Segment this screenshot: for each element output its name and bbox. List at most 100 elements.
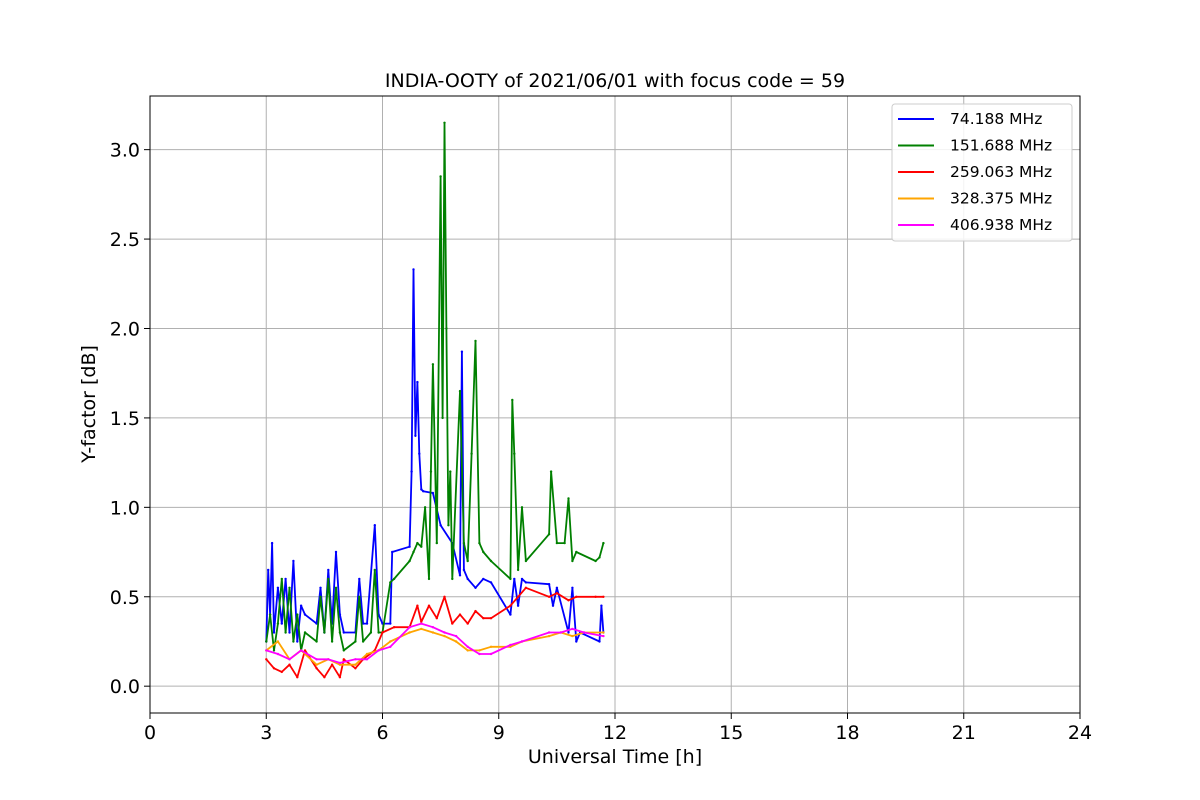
data-point: [509, 604, 512, 607]
data-point: [516, 604, 520, 607]
data-point: [365, 658, 369, 661]
data-point: [489, 652, 493, 656]
data-point: [365, 652, 369, 656]
data-point: [389, 640, 392, 643]
data-point: [520, 640, 524, 643]
data-point: [342, 631, 345, 634]
data-point: [288, 663, 291, 666]
data-point: [445, 327, 448, 330]
data-point: [571, 634, 574, 638]
data-point: [373, 568, 376, 572]
data-point: [365, 622, 369, 625]
data-point: [524, 581, 528, 584]
data-point: [354, 658, 357, 661]
data-point: [451, 622, 454, 625]
data-point: [520, 577, 524, 581]
data-point: [462, 541, 466, 545]
data-point: [358, 595, 361, 598]
data-point: [447, 524, 450, 527]
data-point: [547, 533, 551, 536]
data-point: [299, 649, 303, 652]
data-point: [303, 631, 307, 634]
y-tick-label: 2.0: [110, 318, 140, 340]
data-point: [354, 663, 357, 666]
data-point: [315, 663, 318, 666]
data-point: [571, 627, 574, 631]
data-point: [303, 649, 307, 652]
data-point: [482, 617, 485, 620]
data-point: [567, 631, 570, 634]
data-point: [327, 658, 330, 661]
data-point: [555, 586, 559, 589]
data-point: [361, 640, 365, 643]
data-point: [547, 595, 551, 598]
data-point: [482, 577, 485, 581]
data-point: [443, 595, 446, 598]
data-point: [319, 595, 322, 598]
data-point: [571, 559, 574, 563]
data-point: [296, 640, 299, 643]
data-point: [265, 649, 268, 652]
data-point: [458, 574, 462, 577]
series-line: [265, 121, 605, 652]
data-point: [323, 676, 326, 679]
data-point: [524, 586, 528, 589]
data-point: [280, 577, 283, 581]
data-point: [408, 545, 411, 548]
data-point: [416, 541, 419, 545]
y-axis-ticks: 0.0 0.5 1.0 1.5 2.0 2.5 3.0: [110, 140, 150, 698]
data-point: [296, 676, 299, 679]
data-point: [458, 389, 462, 393]
data-point: [330, 640, 334, 643]
data-point: [602, 595, 605, 598]
data-point: [470, 452, 473, 455]
legend-label: 406.938 MHz: [950, 216, 1052, 234]
series-4: [265, 622, 605, 665]
data-point: [354, 667, 357, 670]
y-tick-label: 2.5: [110, 229, 140, 251]
data-point: [268, 613, 272, 616]
data-point: [334, 586, 338, 589]
data-point: [454, 640, 458, 643]
data-point: [594, 559, 597, 563]
data-point: [420, 622, 423, 625]
y-tick-label: 0.0: [110, 676, 140, 698]
data-point: [549, 470, 553, 473]
series-1: [265, 121, 605, 652]
data-point: [509, 577, 512, 581]
legend-label: 259.063 MHz: [950, 163, 1052, 181]
data-point: [547, 634, 551, 638]
data-point: [276, 640, 280, 643]
data-point: [509, 643, 512, 647]
data-point: [265, 658, 268, 661]
data-point: [272, 649, 276, 652]
data-point: [435, 617, 438, 620]
legend: 74.188 MHz 151.688 MHz 259.063 MHz 328.375 …: [891, 103, 1073, 242]
data-point: [377, 649, 380, 652]
data-point: [489, 617, 493, 620]
data-point: [303, 613, 307, 616]
data-point: [516, 568, 520, 572]
data-point: [524, 559, 528, 563]
data-point: [323, 631, 326, 634]
chart-title: INDIA-OOTY of 2021/06/01 with focus code…: [385, 70, 845, 92]
data-point: [420, 488, 423, 491]
x-tick-label: 0: [144, 722, 156, 744]
data-point: [392, 626, 396, 629]
data-point: [582, 631, 586, 634]
x-tick-label: 6: [376, 722, 388, 744]
data-point: [315, 658, 318, 661]
data-point: [377, 631, 380, 634]
data-point: [443, 121, 446, 125]
data-point: [296, 613, 299, 616]
data-point: [575, 550, 578, 554]
x-tick-label: 15: [719, 722, 743, 744]
data-point: [272, 667, 276, 670]
data-point: [466, 645, 469, 648]
data-point: [315, 640, 318, 643]
data-point: [478, 652, 481, 656]
data-point: [327, 568, 330, 572]
data-point: [276, 652, 280, 656]
data-point: [451, 577, 454, 581]
data-point: [511, 398, 514, 402]
